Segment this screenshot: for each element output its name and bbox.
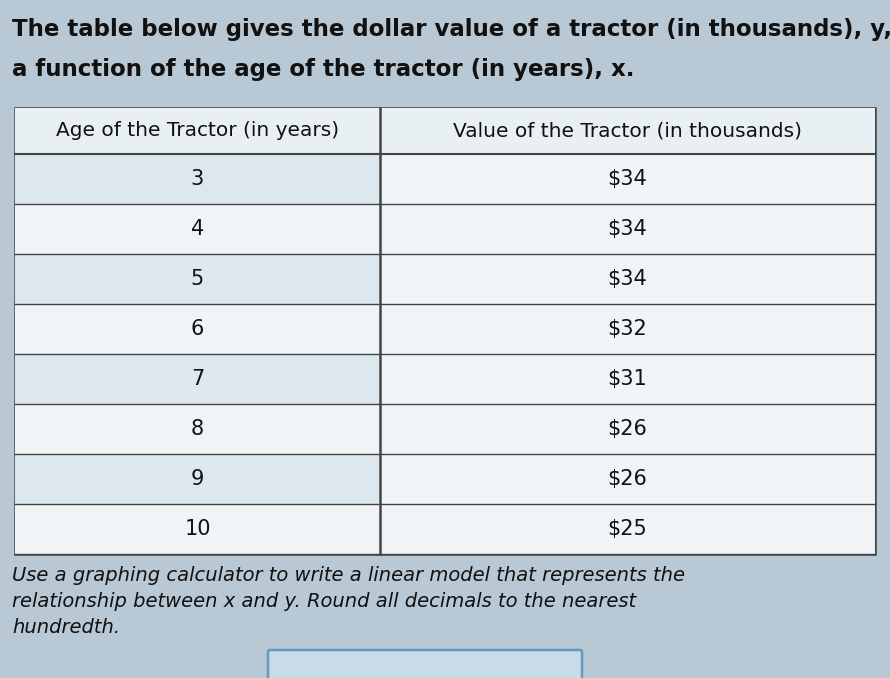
Text: Age of the Tractor (in years): Age of the Tractor (in years) — [56, 121, 339, 140]
Bar — [15, 204, 380, 254]
Bar — [380, 304, 875, 354]
Bar — [15, 404, 380, 454]
Text: 5: 5 — [190, 269, 204, 289]
Text: The table below gives the dollar value of a tractor (in thousands), y, as: The table below gives the dollar value o… — [12, 18, 890, 41]
Bar — [380, 504, 875, 554]
Bar — [15, 108, 875, 554]
Text: $34: $34 — [608, 269, 647, 289]
Text: 10: 10 — [184, 519, 211, 539]
Bar — [15, 454, 380, 504]
Text: hundredth.: hundredth. — [12, 618, 120, 637]
Bar — [15, 304, 380, 354]
Text: Value of the Tractor (in thousands): Value of the Tractor (in thousands) — [453, 121, 802, 140]
Text: $34: $34 — [608, 219, 647, 239]
Text: $34: $34 — [608, 169, 647, 189]
Bar — [380, 404, 875, 454]
Bar — [380, 154, 875, 204]
Text: $26: $26 — [608, 419, 647, 439]
Bar — [15, 254, 380, 304]
Text: 6: 6 — [190, 319, 204, 339]
Bar — [15, 504, 380, 554]
Text: 4: 4 — [190, 219, 204, 239]
Bar — [15, 154, 380, 204]
Text: relationship between x and y. Round all decimals to the nearest: relationship between x and y. Round all … — [12, 592, 636, 611]
Text: a function of the age of the tractor (in years), x.: a function of the age of the tractor (in… — [12, 58, 635, 81]
Bar — [380, 254, 875, 304]
Text: 7: 7 — [190, 369, 204, 389]
Bar — [380, 354, 875, 404]
Text: $26: $26 — [608, 469, 647, 489]
Bar — [15, 354, 380, 404]
Bar — [15, 108, 875, 154]
Text: $31: $31 — [608, 369, 647, 389]
Text: 8: 8 — [191, 419, 204, 439]
Text: 3: 3 — [190, 169, 204, 189]
Bar — [380, 204, 875, 254]
Text: Use a graphing calculator to write a linear model that represents the: Use a graphing calculator to write a lin… — [12, 566, 685, 585]
Text: 9: 9 — [190, 469, 204, 489]
Bar — [380, 454, 875, 504]
Text: $32: $32 — [608, 319, 647, 339]
FancyBboxPatch shape — [268, 650, 582, 678]
Text: $25: $25 — [608, 519, 647, 539]
